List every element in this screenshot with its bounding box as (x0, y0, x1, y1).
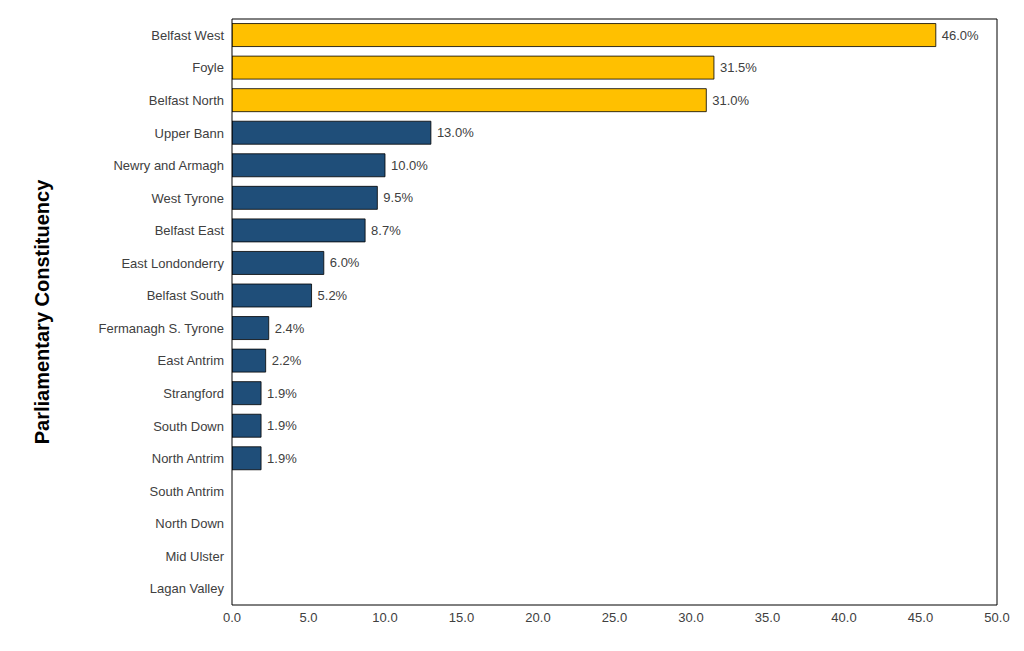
svg-text:South Down: South Down (153, 419, 224, 434)
svg-text:9.5%: 9.5% (383, 190, 413, 205)
svg-text:Belfast South: Belfast South (147, 288, 224, 303)
svg-text:Mid Ulster: Mid Ulster (165, 549, 224, 564)
svg-text:1.9%: 1.9% (267, 386, 297, 401)
svg-text:Belfast East: Belfast East (155, 223, 225, 238)
svg-text:20.0: 20.0 (525, 610, 550, 625)
svg-text:13.0%: 13.0% (437, 125, 474, 140)
svg-text:50.0: 50.0 (984, 610, 1009, 625)
svg-text:North Down: North Down (155, 516, 224, 531)
svg-text:46.0%: 46.0% (942, 28, 979, 43)
svg-text:25.0: 25.0 (602, 610, 627, 625)
svg-text:1.9%: 1.9% (267, 418, 297, 433)
svg-text:South Antrim: South Antrim (150, 484, 224, 499)
svg-text:10.0%: 10.0% (391, 158, 428, 173)
svg-text:31.5%: 31.5% (720, 60, 757, 75)
svg-text:East Antrim: East Antrim (158, 353, 224, 368)
svg-text:Fermanagh S. Tyrone: Fermanagh S. Tyrone (99, 321, 225, 336)
svg-text:2.2%: 2.2% (272, 353, 302, 368)
svg-text:Parliamentary Constituency: Parliamentary Constituency (31, 179, 53, 444)
svg-text:Upper Bann: Upper Bann (155, 126, 224, 141)
svg-text:45.0: 45.0 (908, 610, 933, 625)
svg-text:Foyle: Foyle (192, 60, 224, 75)
svg-text:Belfast West: Belfast West (151, 28, 224, 43)
svg-text:31.0%: 31.0% (712, 93, 749, 108)
svg-text:40.0: 40.0 (831, 610, 856, 625)
svg-text:5.2%: 5.2% (318, 288, 348, 303)
svg-text:15.0: 15.0 (449, 610, 474, 625)
svg-text:5.0: 5.0 (299, 610, 317, 625)
svg-text:8.7%: 8.7% (371, 223, 401, 238)
svg-text:East Londonderry: East Londonderry (121, 256, 224, 271)
svg-text:Lagan Valley: Lagan Valley (150, 581, 225, 596)
svg-text:Belfast North: Belfast North (149, 93, 224, 108)
svg-text:Strangford: Strangford (163, 386, 224, 401)
svg-text:30.0: 30.0 (678, 610, 703, 625)
svg-text:6.0%: 6.0% (330, 255, 360, 270)
svg-text:10.0: 10.0 (372, 610, 397, 625)
svg-text:35.0: 35.0 (755, 610, 780, 625)
svg-text:2.4%: 2.4% (275, 321, 305, 336)
svg-text:West Tyrone: West Tyrone (152, 191, 225, 206)
svg-text:0.0: 0.0 (223, 610, 241, 625)
svg-text:North Antrim: North Antrim (152, 451, 224, 466)
svg-text:Newry and Armagh: Newry and Armagh (113, 158, 224, 173)
svg-text:1.9%: 1.9% (267, 451, 297, 466)
